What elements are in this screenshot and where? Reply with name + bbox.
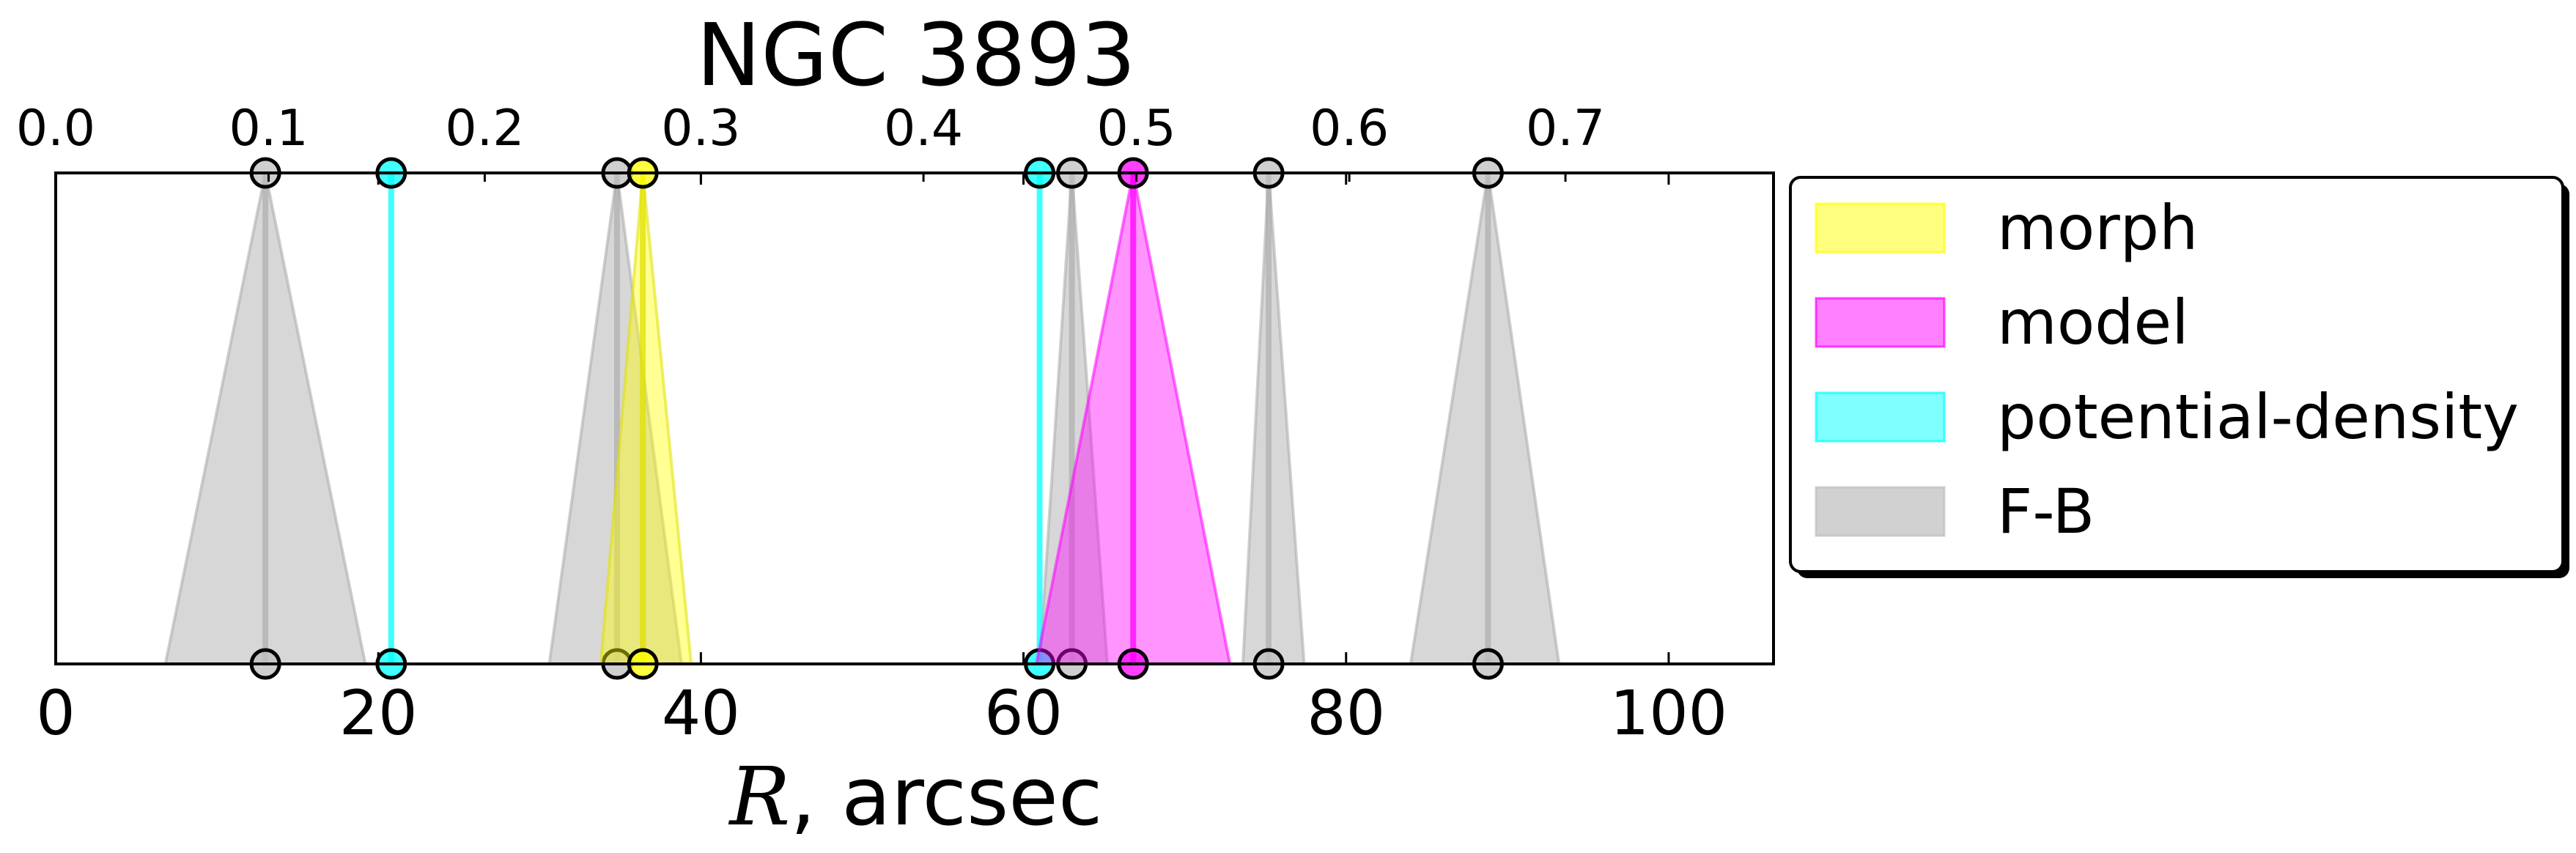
legend-label: F-B bbox=[1997, 476, 2095, 547]
legend-label: potential-density bbox=[1997, 381, 2519, 453]
top-tick-label: 0.4 bbox=[884, 100, 963, 158]
x-tick-label: 0 bbox=[36, 677, 75, 749]
plot-area bbox=[163, 157, 1561, 680]
top-axis: 0.0 0.1 0.2 0.3 0.4 0.5 0.6 0.7 bbox=[16, 100, 1605, 182]
legend: morph model potential-density F-B bbox=[1789, 176, 2569, 578]
legend-swatch bbox=[1815, 486, 1946, 537]
legend-frame bbox=[1789, 176, 2564, 573]
legend-swatch bbox=[1815, 391, 1946, 443]
top-tick-label: 0.2 bbox=[445, 100, 524, 158]
top-tick-label: 0.7 bbox=[1526, 100, 1605, 158]
x-tick-label: 100 bbox=[1610, 677, 1727, 749]
top-tick-label: 0.3 bbox=[661, 100, 740, 158]
chart-title: NGC 3893 bbox=[696, 4, 1136, 106]
x-axis-label-symbol: R bbox=[728, 750, 791, 843]
f-b-triangle bbox=[1241, 172, 1306, 665]
f-b-triangle bbox=[1409, 172, 1561, 665]
legend-swatch bbox=[1815, 202, 1946, 254]
x-tick-label: 60 bbox=[984, 677, 1063, 749]
top-tick-label: 0.1 bbox=[229, 100, 308, 158]
x-axis-label: R, arcsec bbox=[728, 750, 1103, 843]
x-tick-label: 80 bbox=[1307, 677, 1385, 749]
top-tick-label: 0.5 bbox=[1097, 100, 1176, 158]
top-tick-label: 0.6 bbox=[1310, 100, 1389, 158]
legend-label: morph bbox=[1997, 192, 2198, 264]
legend-swatch bbox=[1815, 297, 1946, 348]
x-tick-label: 40 bbox=[662, 677, 740, 749]
x-axis-label-unit: , arcsec bbox=[790, 750, 1102, 843]
plot-frame bbox=[54, 171, 1775, 665]
x-tick-label: 20 bbox=[339, 677, 418, 749]
top-tick-label: 0.0 bbox=[16, 100, 95, 158]
legend-label: model bbox=[1997, 287, 2189, 358]
bottom-axis: 0 20 40 60 80 100 bbox=[36, 173, 1727, 749]
